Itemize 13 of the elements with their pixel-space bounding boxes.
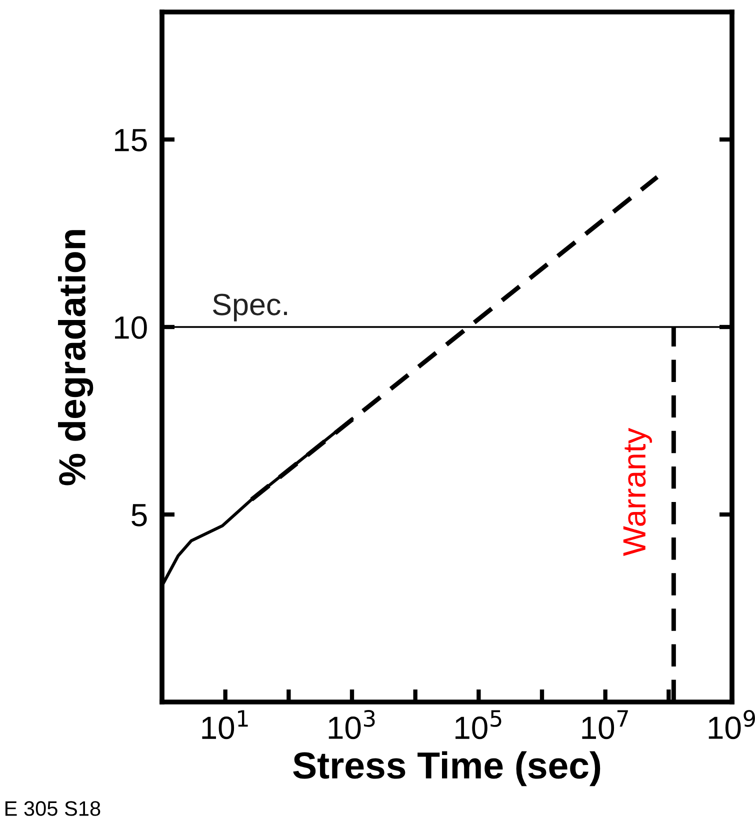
y-tick-label: 5 <box>132 504 147 526</box>
ref-line-label: Spec. <box>212 294 287 322</box>
text: E 305 S18 <box>5 801 100 816</box>
y-axis-title: % degradation <box>58 230 94 486</box>
ref-line-label: Warranty <box>623 428 652 556</box>
y-tick-label: 15 <box>115 129 147 152</box>
x-axis-title: Stress Time (sec) <box>293 751 600 786</box>
x-tick-label: 10$^{1}$ <box>202 710 248 740</box>
x-tick-label: 10$^{5}$ <box>456 710 502 740</box>
x-tick-label: 10$^{3}$ <box>328 710 375 740</box>
y-tick-label: 10 <box>115 316 147 339</box>
x-tick-label: 10$^{9}$ <box>708 710 755 740</box>
x-tick-label: 10$^{7}$ <box>582 710 628 740</box>
